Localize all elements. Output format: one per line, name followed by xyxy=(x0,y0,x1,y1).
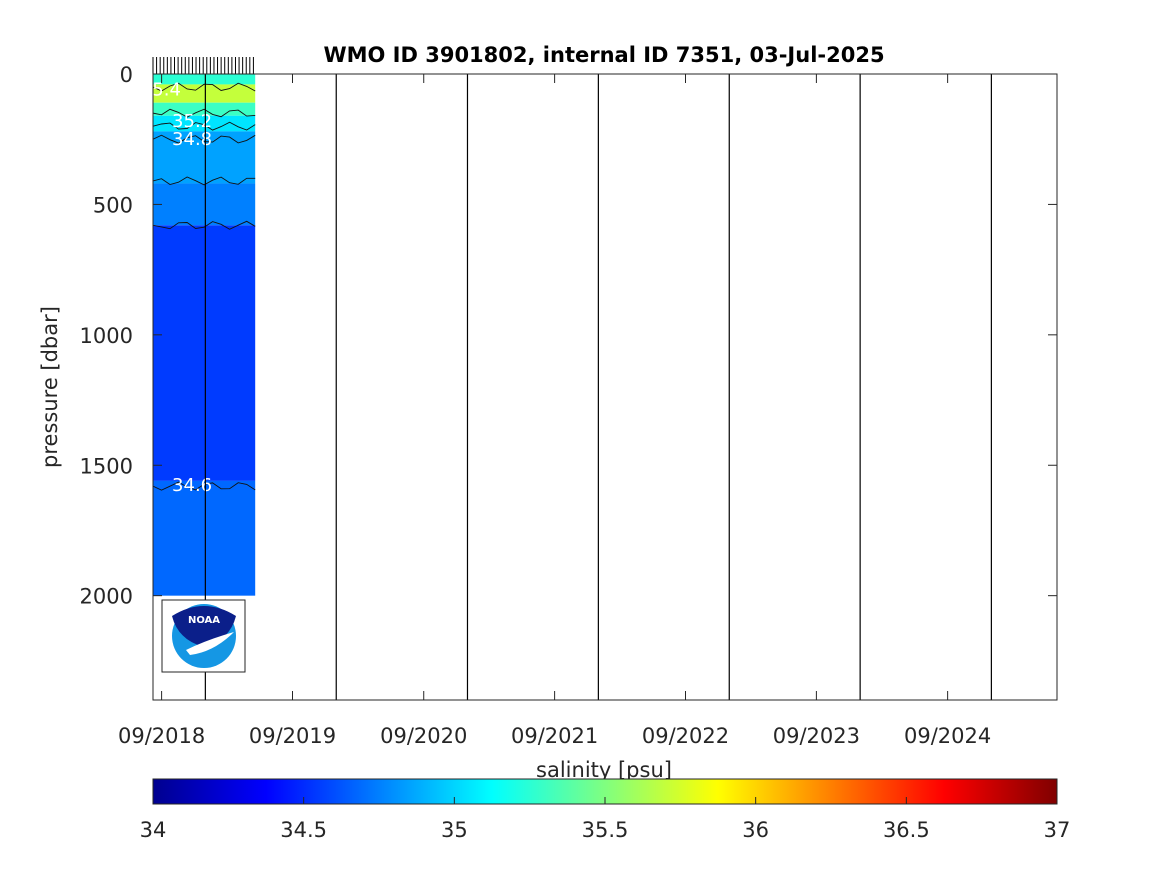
contour-line-3 xyxy=(153,134,256,144)
contour-line-6 xyxy=(153,481,256,491)
colorbar-tick-label: 36 xyxy=(742,818,769,842)
colorbar-ticks: 34 34.5 35 35.5 36 36.5 37 xyxy=(140,797,1071,842)
salinity-layer-0 xyxy=(153,74,256,85)
contour-labels: 35.4 35.234.8 34.6 xyxy=(141,80,212,496)
x-tick-label: 09/2019 xyxy=(249,724,336,748)
y-tick-label: 0 xyxy=(120,63,133,87)
colorbar-tick-label: 36.5 xyxy=(883,818,930,842)
y-tick-label: 500 xyxy=(93,193,133,217)
x-axis-ticks: 09/2018 09/2019 09/2020 09/2021 09/2022 09/20… xyxy=(118,74,991,748)
salinity-layer-6 xyxy=(153,225,256,481)
year-lines xyxy=(204,74,992,700)
colorbar-tick-label: 35 xyxy=(441,818,468,842)
contour-line-4 xyxy=(153,176,256,186)
y-axis-label: pressure [dbar] xyxy=(38,306,62,468)
x-tick-label: 09/2024 xyxy=(904,724,991,748)
plot-area-frame xyxy=(152,73,1058,701)
contour-label-2: 34.8 xyxy=(172,129,212,150)
x-tick-label: 09/2023 xyxy=(773,724,860,748)
colorbar-tick-label: 35.5 xyxy=(582,818,629,842)
y-tick-label: 1500 xyxy=(80,454,133,478)
contour-line-2 xyxy=(153,121,256,131)
colorbar-tick-label: 34.5 xyxy=(280,818,327,842)
y-axis-ticks: 0 500 1000 1500 2000 xyxy=(80,63,1057,609)
contour-lines xyxy=(153,82,256,491)
contour-line-5 xyxy=(153,220,256,230)
noaa-logo: NOAA xyxy=(161,599,246,673)
contour-label-0: 35.4 xyxy=(141,80,181,101)
contour-line-0 xyxy=(153,82,256,92)
noaa-logo-wordmark: NOAA xyxy=(188,615,220,626)
colorbar-tick-label: 37 xyxy=(1044,818,1071,842)
contour-label-3: 34.6 xyxy=(172,475,212,496)
profile-ticks xyxy=(152,57,254,74)
x-tick-label: 09/2022 xyxy=(642,724,729,748)
salinity-section-fill xyxy=(153,74,256,596)
contour-line-1 xyxy=(153,108,256,118)
colorbar-label: salinity [psu] xyxy=(536,758,672,782)
x-tick-label: 09/2020 xyxy=(380,724,467,748)
y-tick-label: 1000 xyxy=(80,324,133,348)
salinity-layer-3 xyxy=(153,115,256,132)
x-tick-label: 09/2018 xyxy=(118,724,205,748)
contour-label-1: 35.2 xyxy=(172,111,212,132)
y-tick-label: 2000 xyxy=(80,585,133,609)
salinity-layer-5 xyxy=(153,183,256,226)
colorbar-tick-label: 34 xyxy=(140,818,167,842)
x-tick-label: 09/2021 xyxy=(511,724,598,748)
chart-title: WMO ID 3901802, internal ID 7351, 03-Jul… xyxy=(323,43,884,67)
salinity-layer-7 xyxy=(153,480,256,596)
